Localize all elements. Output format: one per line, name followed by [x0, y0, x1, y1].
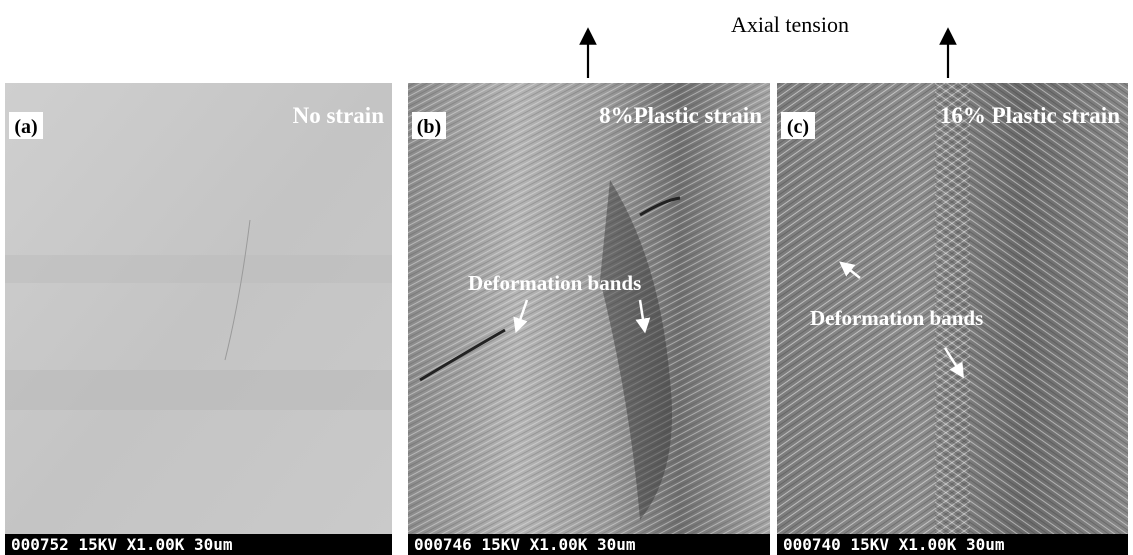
- footer-text: 000740 15KV X1.00K 30um: [783, 535, 1005, 554]
- micrograph: [5, 83, 392, 555]
- sem-panel: 000752 15KV X1.00K 30um (a) No strain: [5, 83, 392, 555]
- panel-label: (a): [14, 116, 37, 138]
- figure-title: Axial tension: [731, 12, 849, 37]
- band: [5, 255, 392, 283]
- page: {"title": "Axial tension", "panels": [ {…: [0, 0, 1133, 555]
- panel-caption: No strain: [293, 103, 385, 128]
- figure: Axial tension 000752 15KV X1.00K 30um (a)…: [0, 0, 1133, 555]
- sem-panel: 000740 15KV X1.00K 30um (c) 16% Plastic st…: [777, 83, 1128, 555]
- texture: [408, 83, 770, 534]
- sem-panel: 000746 15KV X1.00K 30um (b) 8%Plastic stra…: [408, 83, 770, 555]
- panel-caption: 8%Plastic strain: [599, 103, 762, 128]
- footer-text: 000746 15KV X1.00K 30um: [414, 535, 636, 554]
- annotation: Deformation bands: [468, 271, 641, 295]
- panel-label: (b): [417, 116, 441, 138]
- annotation: Deformation bands: [810, 306, 983, 330]
- panel-label: (c): [787, 116, 809, 138]
- band: [5, 370, 392, 410]
- panel-caption: 16% Plastic strain: [940, 103, 1120, 128]
- footer-text: 000752 15KV X1.00K 30um: [11, 535, 233, 554]
